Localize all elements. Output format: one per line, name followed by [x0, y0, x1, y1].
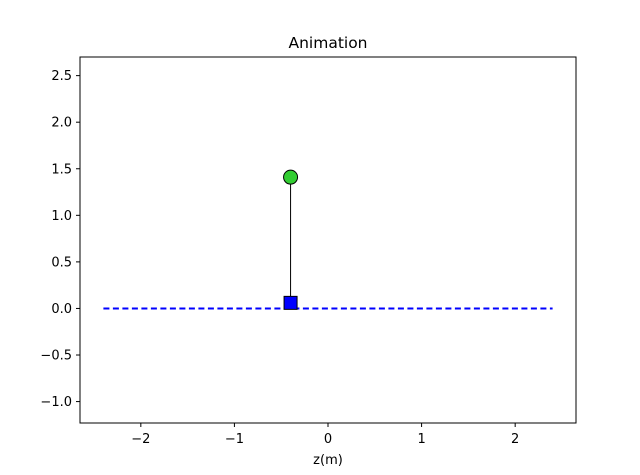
- plot-area-frame: [79, 56, 577, 424]
- x-tick-label: 0: [324, 432, 332, 447]
- x-tick-label: −2: [131, 432, 150, 447]
- y-tick-label: 2.5: [51, 69, 72, 84]
- cart-marker: [283, 295, 298, 310]
- y-tick-label: 0.0: [51, 302, 72, 317]
- y-tick-label: 0.5: [51, 255, 72, 270]
- x-tick-label: 2: [511, 432, 519, 447]
- x-tick-label: 1: [417, 432, 425, 447]
- chart-title: Animation: [288, 34, 367, 52]
- ticks-layer: −2 −1 0 1 2 −1.0 −0.5 0.0 0.5 1.0 1.5 2.0 2.5: [40, 69, 519, 447]
- y-tick-label: −1.0: [40, 395, 72, 410]
- pendulum-bob-marker: [283, 169, 299, 185]
- y-tick-label: 2.0: [51, 116, 72, 131]
- x-tick-label: −1: [225, 432, 244, 447]
- y-tick-label: 1.5: [51, 162, 72, 177]
- x-axis-label: z(m): [313, 453, 343, 468]
- y-tick-label: 1.0: [51, 209, 72, 224]
- marks-layer: [103, 169, 553, 310]
- y-tick-label: −0.5: [40, 349, 72, 364]
